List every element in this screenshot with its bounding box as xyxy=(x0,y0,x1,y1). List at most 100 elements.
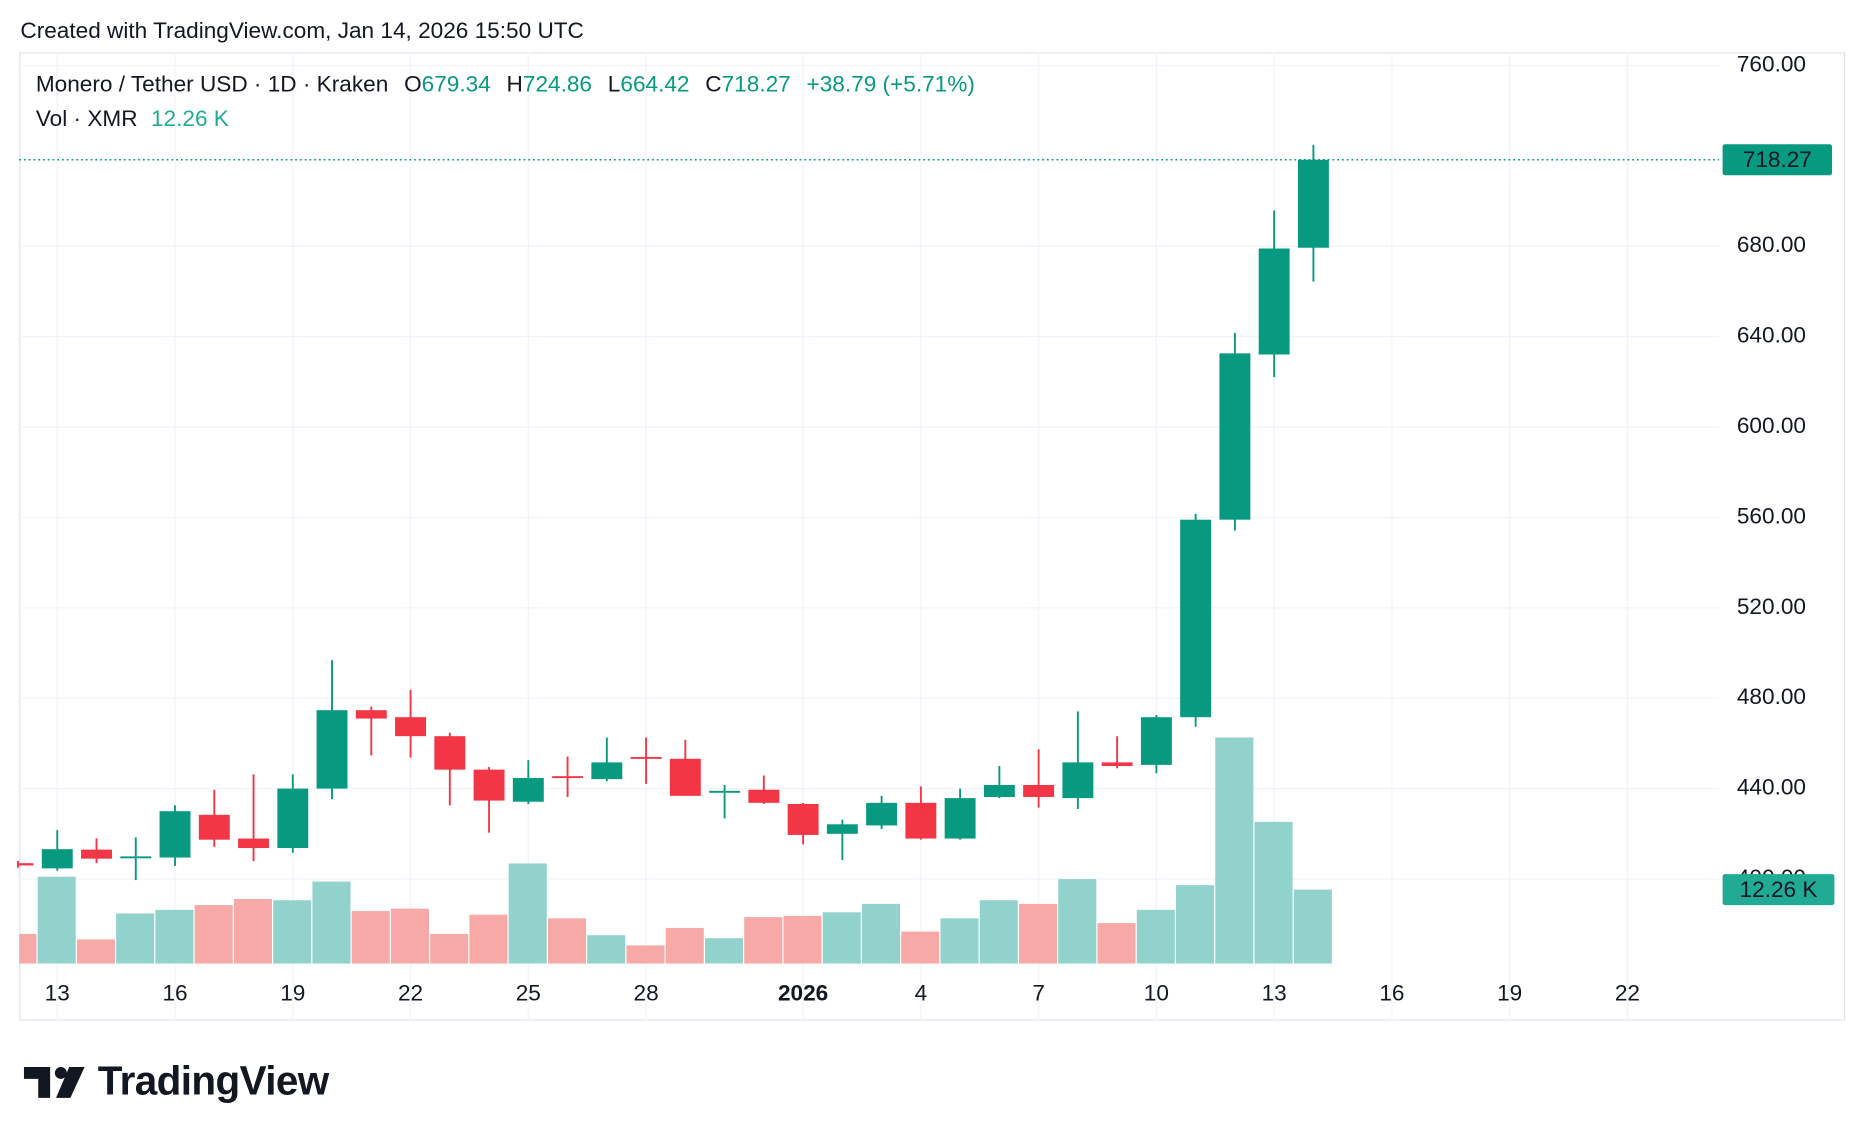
candle-body xyxy=(19,863,34,866)
volume-bar xyxy=(1176,885,1215,964)
candle-body xyxy=(395,717,427,737)
candle-body xyxy=(159,811,191,858)
change: +38.79 (+5.71%) xyxy=(807,72,975,97)
ohlc-value: 718.27 xyxy=(722,72,791,97)
x-tick-label: 25 xyxy=(516,980,541,1005)
caption: Created with TradingView.com, Jan 14, 20… xyxy=(20,18,584,43)
volume-bar xyxy=(665,927,704,964)
y-tick-label: 600.00 xyxy=(1737,413,1806,438)
x-tick-label: 22 xyxy=(398,980,423,1005)
candle-body xyxy=(1140,717,1172,765)
volume-bar xyxy=(822,912,861,964)
candle-body xyxy=(944,798,976,839)
y-tick-label: 520.00 xyxy=(1737,594,1806,619)
volume-bar xyxy=(76,939,115,964)
candle-body xyxy=(591,762,623,780)
volume-bar xyxy=(940,918,979,964)
brand-logo: TradingView xyxy=(23,1057,330,1103)
volume-legend: Vol · XMR 12.26 K xyxy=(36,106,229,131)
x-tick-label: 22 xyxy=(1615,980,1640,1005)
candle-body xyxy=(512,777,544,802)
x-tick-label: 19 xyxy=(1497,980,1522,1005)
candle-body xyxy=(1180,519,1212,718)
candle-body xyxy=(1219,353,1251,520)
candle-body xyxy=(1101,762,1133,767)
volume-bar xyxy=(390,908,429,964)
volume-bar xyxy=(744,917,783,964)
x-tick-label: 13 xyxy=(1262,980,1287,1005)
volume-label: 12.26 K xyxy=(1740,877,1818,902)
x-tick-label: 4 xyxy=(915,980,928,1005)
candle-body xyxy=(905,802,937,839)
logo-mark xyxy=(56,1067,85,1098)
ohlc-letter: O xyxy=(404,72,422,97)
x-tick-label: 16 xyxy=(1379,980,1404,1005)
candle-body xyxy=(748,789,780,803)
ohlc-letter: C xyxy=(705,72,721,97)
volume-bar xyxy=(273,900,312,964)
volume-bar xyxy=(1293,889,1332,964)
ohlc-value: 724.86 xyxy=(523,72,592,97)
y-tick-label: 640.00 xyxy=(1737,323,1806,348)
candle-body xyxy=(709,790,741,793)
volume-bar xyxy=(587,935,626,964)
logo-mark xyxy=(23,1067,51,1098)
volume-bar xyxy=(508,863,547,964)
logo-dot xyxy=(54,1067,67,1079)
candle-body xyxy=(238,838,270,849)
candle-body xyxy=(81,849,112,859)
x-tick-label: 28 xyxy=(634,980,659,1005)
x-tick-label: 2026 xyxy=(778,980,828,1005)
volume-bar xyxy=(704,938,744,964)
volume-bar xyxy=(861,903,901,964)
volume-bar xyxy=(312,881,351,964)
volume-bar xyxy=(901,931,940,964)
volume-value: 12.26 K xyxy=(151,106,229,131)
volume-bar xyxy=(1254,821,1293,964)
candle-body xyxy=(1297,159,1329,248)
candle-body xyxy=(277,788,309,849)
candle-body xyxy=(1023,784,1055,797)
x-tick-label: 19 xyxy=(280,980,305,1005)
ohlc-letter: H xyxy=(507,72,523,97)
y-tick-label: 760.00 xyxy=(1737,51,1806,76)
volume-bar xyxy=(979,900,1018,964)
volume-bar xyxy=(469,914,508,964)
candle-body xyxy=(630,756,662,759)
volume-bar xyxy=(116,913,155,964)
candle-body xyxy=(473,769,505,801)
candle-body xyxy=(198,814,230,840)
price-label: 718.27 xyxy=(1743,147,1812,172)
x-tick-label: 10 xyxy=(1144,980,1169,1005)
ohlc-letter: L xyxy=(608,72,621,97)
y-tick-label: 560.00 xyxy=(1737,503,1806,528)
y-tick-label: 440.00 xyxy=(1737,775,1806,800)
candle-body xyxy=(41,849,73,869)
volume-name: Vol · XMR xyxy=(36,106,138,131)
volume-bar xyxy=(1215,737,1254,964)
grid xyxy=(19,52,1720,1021)
candle-body xyxy=(434,736,466,770)
candle-body xyxy=(866,802,898,826)
candle-body xyxy=(826,824,858,834)
volume-bar xyxy=(233,899,272,964)
y-tick-label: 680.00 xyxy=(1737,232,1806,257)
volume-bar xyxy=(1018,903,1058,964)
volume-bar xyxy=(1097,923,1136,964)
candle-body xyxy=(552,776,584,779)
x-tick-label: 7 xyxy=(1032,980,1045,1005)
candle-body xyxy=(355,710,387,719)
volume-bar xyxy=(430,933,469,964)
legend-line: Monero / Tether USD · 1D · Kraken O679.3… xyxy=(36,72,975,97)
candle-body xyxy=(1258,248,1290,355)
volume-bar xyxy=(194,905,233,964)
candle-body xyxy=(1062,762,1094,799)
volume-bar xyxy=(626,945,665,964)
volume-bar xyxy=(783,915,822,964)
volume-bar xyxy=(1136,909,1175,964)
candle-body xyxy=(787,803,819,835)
price-label-box xyxy=(1722,144,1833,176)
candle-body xyxy=(669,758,701,796)
x-tick-label: 13 xyxy=(45,980,70,1005)
brand-name: TradingView xyxy=(98,1057,330,1103)
